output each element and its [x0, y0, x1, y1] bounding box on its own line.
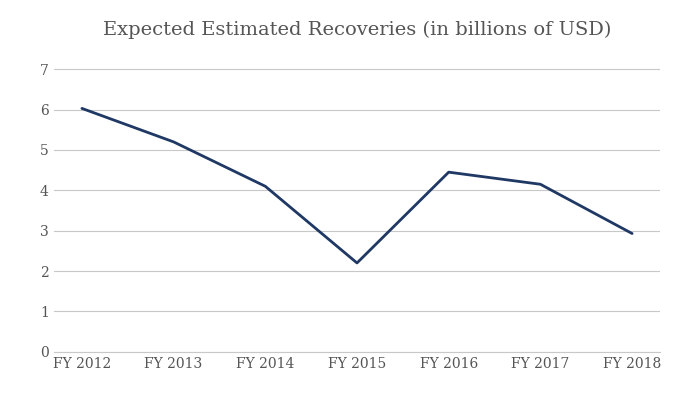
Title: Expected Estimated Recoveries (in billions of USD): Expected Estimated Recoveries (in billio… [103, 21, 611, 39]
